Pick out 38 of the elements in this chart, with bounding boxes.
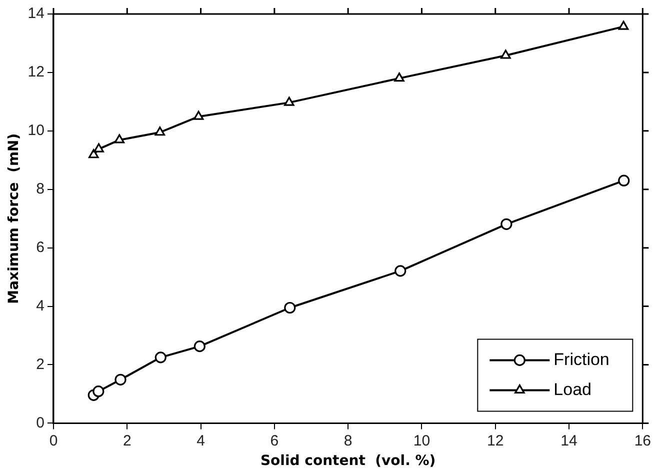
y-tick-label: 4 [36, 297, 44, 314]
point [618, 20, 629, 30]
point [394, 265, 406, 277]
point [92, 386, 104, 398]
x-tick-label: 12 [487, 432, 504, 450]
legend-label: Friction [554, 350, 610, 369]
y-tick-label: 2 [36, 356, 44, 373]
point [500, 50, 511, 59]
point [94, 143, 104, 152]
point [114, 134, 125, 144]
point [284, 302, 296, 314]
y-tick-label: 0 [36, 414, 44, 432]
point [154, 352, 166, 364]
point [500, 218, 512, 230]
y-tick-label: 14 [28, 5, 44, 22]
x-tick-label: 16 [634, 432, 651, 450]
y-tick-label: 6 [36, 238, 44, 256]
point [114, 374, 126, 386]
point [154, 126, 166, 136]
legend-label: Load [554, 380, 592, 399]
x-tick-label: 8 [344, 432, 352, 450]
x-tick-label: 10 [413, 432, 430, 450]
point [193, 110, 204, 120]
y-tick-label: 8 [36, 180, 44, 198]
y-tick-label: 10 [28, 122, 44, 140]
x-tick-label: 0 [49, 432, 58, 450]
x-tick-label: 2 [122, 432, 132, 450]
x-tick-label: 4 [196, 432, 205, 450]
point [88, 149, 99, 158]
y-axis-title: Maximum force (mN) [6, 133, 22, 304]
y-tick-label: 12 [28, 64, 44, 81]
x-tick-label: 14 [560, 432, 578, 450]
x-tick-label: 6 [270, 432, 279, 450]
x-axis-title: Solid content (vol. %) [260, 453, 436, 470]
point [194, 340, 206, 352]
point [284, 96, 294, 106]
point [394, 72, 404, 82]
point [618, 174, 630, 186]
